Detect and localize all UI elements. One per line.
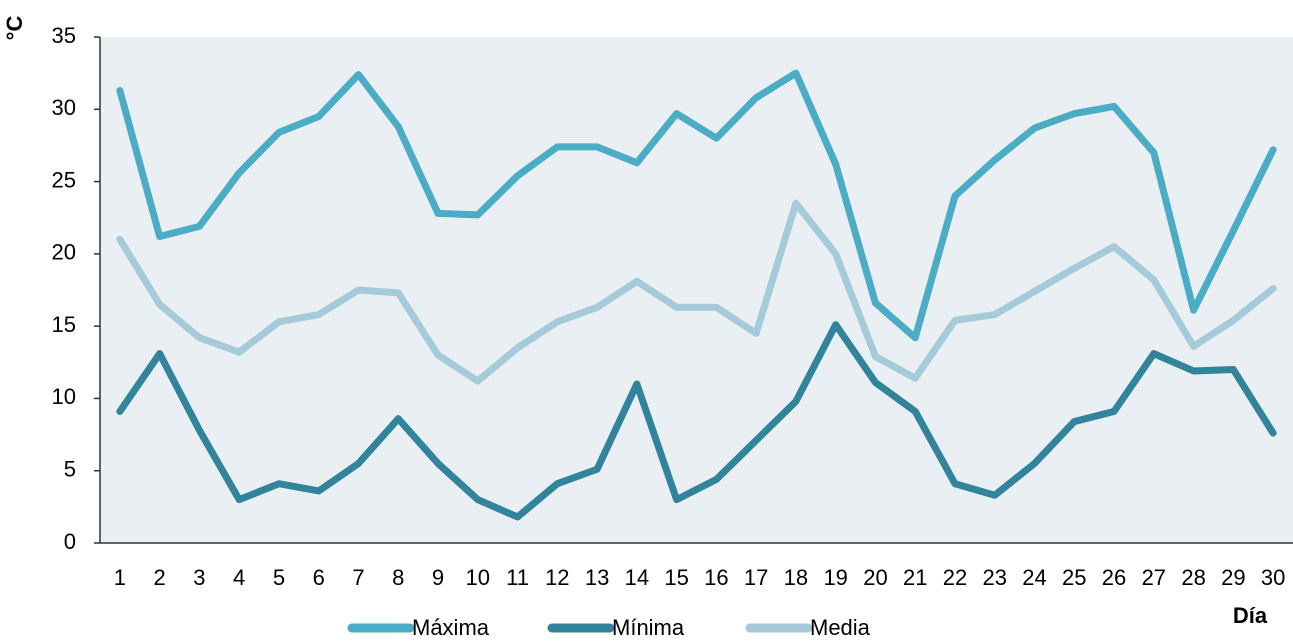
x-tick-label: 18 — [784, 565, 808, 590]
x-tick-label: 16 — [704, 565, 728, 590]
x-tick-label: 13 — [585, 565, 609, 590]
x-tick-label: 22 — [943, 565, 967, 590]
x-tick-label: 4 — [233, 565, 245, 590]
x-tick-label: 2 — [154, 565, 166, 590]
x-tick-label: 28 — [1181, 565, 1205, 590]
y-tick-label: 25 — [52, 167, 76, 192]
y-tick-label: 15 — [52, 312, 76, 337]
x-tick-label: 12 — [545, 565, 569, 590]
x-tick-label: 11 — [506, 565, 529, 590]
x-tick-label: 23 — [983, 565, 1007, 590]
x-axis-title: Día — [1233, 603, 1268, 628]
x-tick-label: 15 — [664, 565, 688, 590]
x-tick-label: 21 — [903, 565, 927, 590]
x-tick-label: 8 — [392, 565, 404, 590]
x-tick-label: 30 — [1261, 565, 1285, 590]
x-tick-label: 29 — [1221, 565, 1245, 590]
data-line — [116, 321, 1277, 521]
x-tick-label: 19 — [823, 565, 847, 590]
y-tick-label: 20 — [52, 240, 76, 265]
x-tick-label: 1 — [114, 565, 126, 590]
y-tick-label: 5 — [64, 457, 76, 482]
x-tick-label: 24 — [1022, 565, 1046, 590]
x-tick-label: 27 — [1142, 565, 1166, 590]
y-tick-label: 30 — [52, 95, 76, 120]
y-tick-label: 0 — [64, 529, 76, 554]
y-tick-label: 35 — [52, 23, 76, 48]
x-tick-label: 14 — [625, 565, 649, 590]
y-axis-title: °C — [2, 16, 27, 41]
x-tick-label: 20 — [863, 565, 887, 590]
data-line — [116, 199, 1277, 385]
x-tick-label: 6 — [313, 565, 325, 590]
x-tick-label: 17 — [744, 565, 768, 590]
x-tick-label: 10 — [466, 565, 490, 590]
x-tick-label: 7 — [352, 565, 364, 590]
plot-area — [100, 37, 1293, 543]
legend-label: Media — [810, 615, 871, 640]
x-tick-label: 25 — [1062, 565, 1086, 590]
data-line — [116, 69, 1277, 342]
x-tick-label: 3 — [193, 565, 205, 590]
legend-label: Mínima — [612, 615, 685, 640]
x-tick-label: 26 — [1102, 565, 1126, 590]
x-tick-label: 9 — [432, 565, 444, 590]
x-tick-label: 5 — [273, 565, 285, 590]
legend-label: Máxima — [412, 615, 490, 640]
y-tick-label: 10 — [52, 384, 76, 409]
